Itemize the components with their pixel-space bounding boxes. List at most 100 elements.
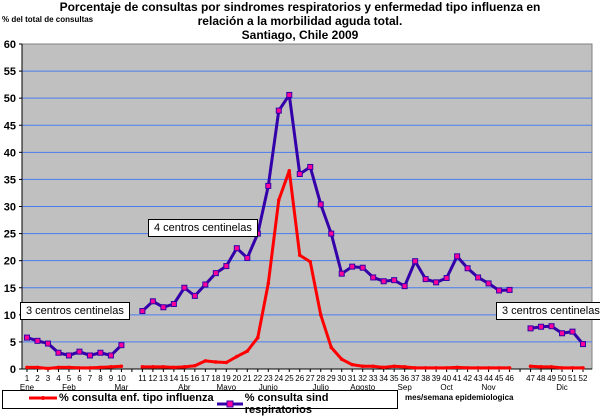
data-point-respiratorios	[580, 341, 586, 348]
data-point-respiratorios	[359, 264, 366, 271]
x-tick-label: 13	[159, 374, 168, 383]
y-tick-label: 55	[4, 66, 16, 78]
x-tick-label: 52	[579, 374, 588, 383]
y-tick-label: 15	[4, 283, 16, 295]
data-point-influenza	[140, 365, 145, 369]
data-point-influenza	[539, 365, 543, 369]
data-point-influenza	[455, 365, 459, 370]
data-point-influenza	[339, 357, 344, 362]
title-line-1: Porcentaje de consultas por sindromes re…	[59, 0, 541, 14]
x-tick-label: 12	[148, 374, 157, 383]
data-point-influenza	[413, 366, 417, 370]
x-tick-label: 42	[463, 374, 472, 383]
month-label: Agosto	[350, 383, 375, 392]
data-point-respiratorios	[296, 171, 303, 177]
month-label: Oct	[440, 383, 453, 392]
x-tick-label: 9	[109, 374, 114, 383]
x-tick-label: 23	[264, 374, 273, 383]
data-point-influenza	[423, 366, 428, 370]
data-point-respiratorios	[548, 323, 555, 330]
series-line-influenza	[27, 364, 122, 370]
x-tick-label: 22	[253, 374, 262, 383]
x-tick-label: 24	[274, 374, 283, 383]
x-tick-label: 27	[306, 374, 315, 383]
data-point-influenza	[350, 362, 355, 367]
data-point-influenza	[88, 366, 92, 370]
data-point-respiratorios	[286, 91, 293, 98]
data-point-respiratorios	[307, 163, 314, 170]
data-point-respiratorios	[170, 301, 177, 307]
data-point-influenza	[119, 364, 124, 369]
x-tick-label: 11	[138, 374, 147, 383]
data-point-influenza	[109, 365, 113, 369]
x-tick-label: 30	[337, 374, 346, 383]
data-point-influenza	[203, 359, 208, 363]
data-point-influenza	[465, 366, 470, 370]
data-point-influenza	[67, 365, 71, 370]
data-point-respiratorios	[401, 283, 408, 290]
data-point-influenza	[528, 364, 533, 369]
data-point-influenza	[255, 335, 260, 340]
series-line-respiratorios	[26, 336, 123, 357]
data-point-influenza	[360, 364, 365, 369]
x-tick-label: 1	[25, 374, 30, 383]
data-point-influenza	[507, 366, 512, 370]
data-point-respiratorios	[464, 265, 471, 272]
data-point-respiratorios	[191, 292, 198, 299]
x-tick-label: 31	[348, 374, 357, 383]
x-tick-label: 29	[327, 374, 336, 383]
series-line-influenza	[530, 364, 583, 370]
data-point-respiratorios	[422, 276, 429, 283]
x-tick-label: 36	[400, 374, 409, 383]
data-point-influenza	[476, 366, 480, 370]
data-point-influenza	[497, 366, 501, 370]
x-tick-label: 40	[442, 374, 451, 383]
month-label: Sep	[398, 383, 413, 392]
data-point-influenza	[214, 360, 218, 364]
data-point-influenza	[402, 365, 407, 369]
x-tick-label: 10	[117, 374, 126, 383]
y-tick-label: 0	[10, 364, 16, 376]
x-tick-label: 41	[453, 374, 462, 383]
x-tick-label: 28	[316, 374, 325, 383]
data-point-influenza	[570, 366, 575, 370]
x-tick-label: 44	[484, 374, 493, 383]
y-tick-label: 45	[4, 120, 16, 132]
x-tick-label: 49	[547, 374, 556, 383]
data-point-respiratorios	[443, 275, 450, 281]
x-axis-label: mes/semana epidemiologica	[405, 393, 514, 402]
data-point-influenza	[560, 366, 564, 370]
data-point-respiratorios	[538, 323, 545, 330]
x-tick-label: 25	[285, 374, 294, 383]
x-tick-label: 34	[379, 374, 388, 383]
month-label: Nov	[481, 383, 495, 392]
month-label: Feb	[62, 383, 76, 392]
data-point-respiratorios	[55, 349, 62, 356]
x-tick-label: 15	[180, 374, 189, 383]
data-point-influenza	[381, 365, 386, 370]
x-tick-label: 50	[558, 374, 567, 383]
month-label: Mar	[115, 383, 129, 392]
data-point-influenza	[35, 365, 40, 370]
x-tick-label: 38	[421, 374, 430, 383]
x-tick-label: 39	[432, 374, 441, 383]
month-label: Julio	[313, 383, 330, 392]
y-tick-label: 35	[4, 174, 16, 186]
data-point-respiratorios	[275, 107, 282, 114]
data-point-influenza	[318, 313, 323, 317]
data-point-respiratorios	[65, 352, 72, 359]
data-point-respiratorios	[454, 253, 461, 260]
legend-label-respiratorios: % consulta sind respiratorios	[244, 392, 329, 416]
legend-line-purple-icon	[217, 400, 243, 408]
x-tick-label: 16	[190, 374, 199, 383]
data-point-respiratorios	[160, 304, 167, 311]
data-point-respiratorios	[244, 254, 251, 261]
data-point-influenza	[151, 365, 155, 369]
month-label: Abr	[178, 383, 191, 392]
data-point-respiratorios	[24, 334, 30, 341]
data-point-influenza	[266, 281, 271, 286]
annotation-4-centros: 4 centros centinelas	[148, 219, 258, 237]
y-tick-label: 30	[4, 202, 16, 214]
data-point-influenza	[235, 354, 239, 359]
data-point-respiratorios	[107, 352, 114, 359]
